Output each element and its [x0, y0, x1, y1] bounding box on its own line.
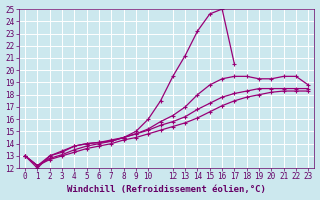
- X-axis label: Windchill (Refroidissement éolien,°C): Windchill (Refroidissement éolien,°C): [67, 185, 266, 194]
